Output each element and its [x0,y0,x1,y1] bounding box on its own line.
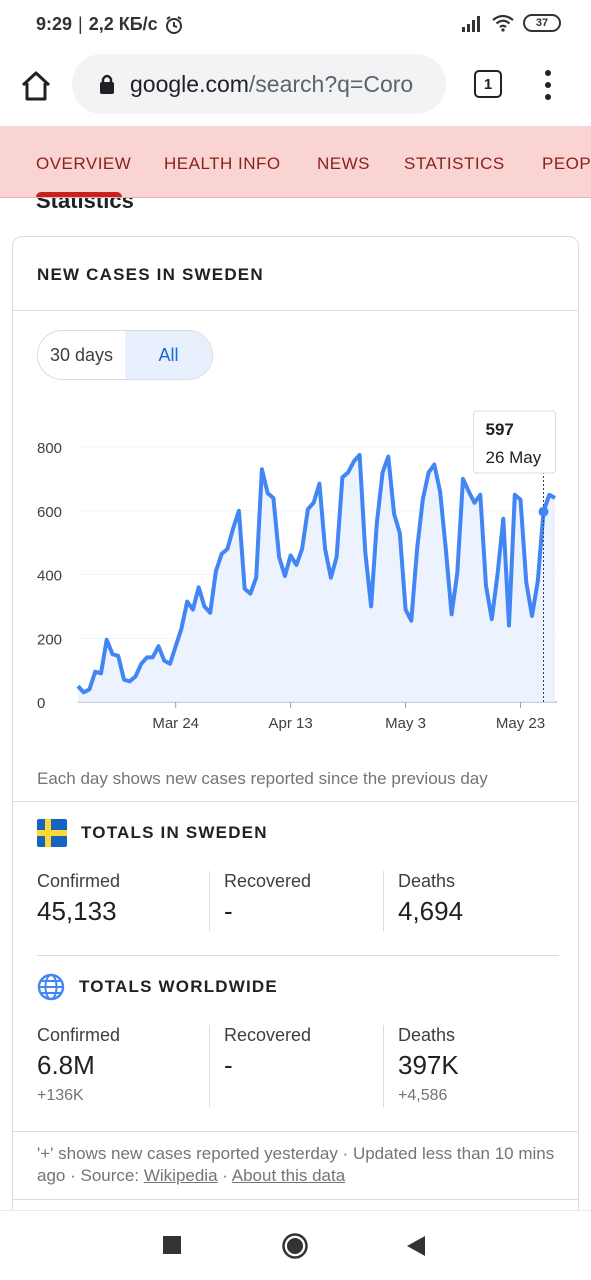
lock-icon [100,74,114,94]
sweden-recovered: Recovered - [224,871,311,927]
range-30-days-button[interactable]: 30 days [49,344,114,365]
home-icon[interactable] [18,68,54,104]
stat-value: 4,694 [398,896,464,926]
stat-label: Confirmed [37,871,121,891]
stat-label: Deaths [398,871,456,891]
system-nav-bar [0,1210,591,1280]
highlight-point [538,506,549,517]
stats-card: NEW CASES IN SWEDEN 30 days All 0 200 400 6… [12,236,579,1236]
url-text: google.com/search?q=Coro [130,71,413,98]
y-tick-label: 400 [37,568,62,585]
world-recovered: Recovered - [224,1025,311,1081]
wifi-icon [492,14,514,32]
tab-news[interactable]: NEWS [317,154,370,173]
sweden-confirmed: Confirmed 45,133 [37,871,120,927]
wikipedia-link[interactable]: Wikipedia [143,1166,218,1185]
section-heading: Statistics [36,188,134,213]
footnote-separator: · [222,1166,228,1185]
cases-area [78,455,555,702]
stat-label: Confirmed [37,1025,121,1045]
stat-delta: +4,586 [398,1087,448,1104]
divider [383,1025,384,1107]
stat-value: 6.8M [37,1050,95,1080]
category-tabs: OVERVIEW HEALTH INFO NEWS STATISTICS PEO… [0,126,591,198]
tab-health-info[interactable]: HEALTH INFO [164,154,281,173]
url-bar[interactable]: google.com/search?q=Coro [72,54,446,114]
y-tick-label: 600 [37,504,62,521]
x-tick-label: May 3 [385,715,426,732]
range-toggle: 30 days All [37,330,213,380]
chart-note: Each day shows new cases reported since … [37,769,488,788]
stat-label: Deaths [398,1025,456,1045]
stat-label: Recovered [224,1025,312,1045]
divider [209,871,210,931]
divider [37,955,559,956]
stat-value: 45,133 [37,896,117,926]
divider [383,871,384,931]
world-deaths: Deaths 397K +4,586 [398,1025,459,1105]
x-tick-label: Apr 13 [269,715,313,732]
tab-statistics[interactable]: STATISTICS [404,154,505,173]
alarm-icon [165,15,182,34]
stat-delta: +136K [37,1087,84,1104]
tooltip-date: 26 May [486,448,542,467]
battery-icon: 37 [523,14,561,32]
tooltip-box [473,410,557,474]
y-tick-label: 800 [37,440,62,457]
x-tick-label: May 23 [496,715,545,732]
x-tick-label: Mar 24 [152,715,199,732]
divider [13,801,578,802]
status-left: 9:29 | 2,2 КБ/с [36,14,184,35]
world-confirmed: Confirmed 6.8M +136K [37,1025,120,1105]
range-all-button[interactable]: All [125,331,212,379]
status-right: 37 [461,14,561,32]
about-data-link[interactable]: About this data [231,1166,346,1185]
stat-value: - [224,896,233,926]
status-separator: | [78,14,83,34]
divider [13,1131,578,1132]
sweden-totals-title: TOTALS IN SWEDEN [81,823,268,842]
card-title: NEW CASES IN SWEDEN [37,265,264,284]
footnote: '+' shows new cases reported yesterday ·… [37,1143,557,1187]
home-circle-icon[interactable] [281,1232,309,1260]
stat-label: Recovered [224,871,312,891]
tab-count: 1 [483,75,493,93]
url-host: google.com [130,70,249,97]
overflow-menu-icon[interactable] [538,68,558,102]
active-tab-indicator [36,192,122,197]
back-triangle-icon[interactable] [405,1234,427,1258]
source-label: Source: [80,1166,140,1185]
tab-people[interactable]: PEOP [542,154,591,173]
y-tick-label: 0 [37,695,45,712]
divider [209,1025,210,1107]
globe-icon [37,973,65,1001]
divider [13,1199,578,1200]
cases-line [76,453,556,695]
new-cases-chart[interactable]: 0 200 400 600 800 Mar 24 Apr 13 May 3 May 23 59… [13,397,580,757]
tooltip-value: 597 [486,420,514,439]
battery-level: 37 [535,17,549,29]
sweden-deaths: Deaths 4,694 [398,871,463,927]
browser-toolbar: google.com/search?q=Coro 1 [0,52,591,126]
url-path: /search?q=Coro [248,70,414,97]
status-time: 9:29 [36,14,73,34]
y-tick-label: 200 [37,631,62,648]
footnote-separator: · [70,1166,76,1185]
sweden-flag-icon [37,819,67,847]
tab-overview[interactable]: OVERVIEW [36,154,132,173]
world-totals-title: TOTALS WORLDWIDE [79,977,278,996]
stat-value: - [224,1050,233,1080]
tab-switcher-button[interactable]: 1 [474,70,502,98]
footnote-text: '+' shows new cases reported yesterday ·… [37,1144,555,1185]
world-totals-header: TOTALS WORLDWIDE [37,973,278,1001]
status-bar: 9:29 | 2,2 КБ/с 37 [0,0,591,52]
status-speed: 2,2 КБ/с [88,14,158,34]
recents-square-icon[interactable] [163,1236,181,1254]
stat-value: 397K [398,1050,459,1080]
signal-icon [462,16,480,32]
sweden-totals-header: TOTALS IN SWEDEN [37,819,268,847]
card-header: NEW CASES IN SWEDEN [13,237,578,311]
